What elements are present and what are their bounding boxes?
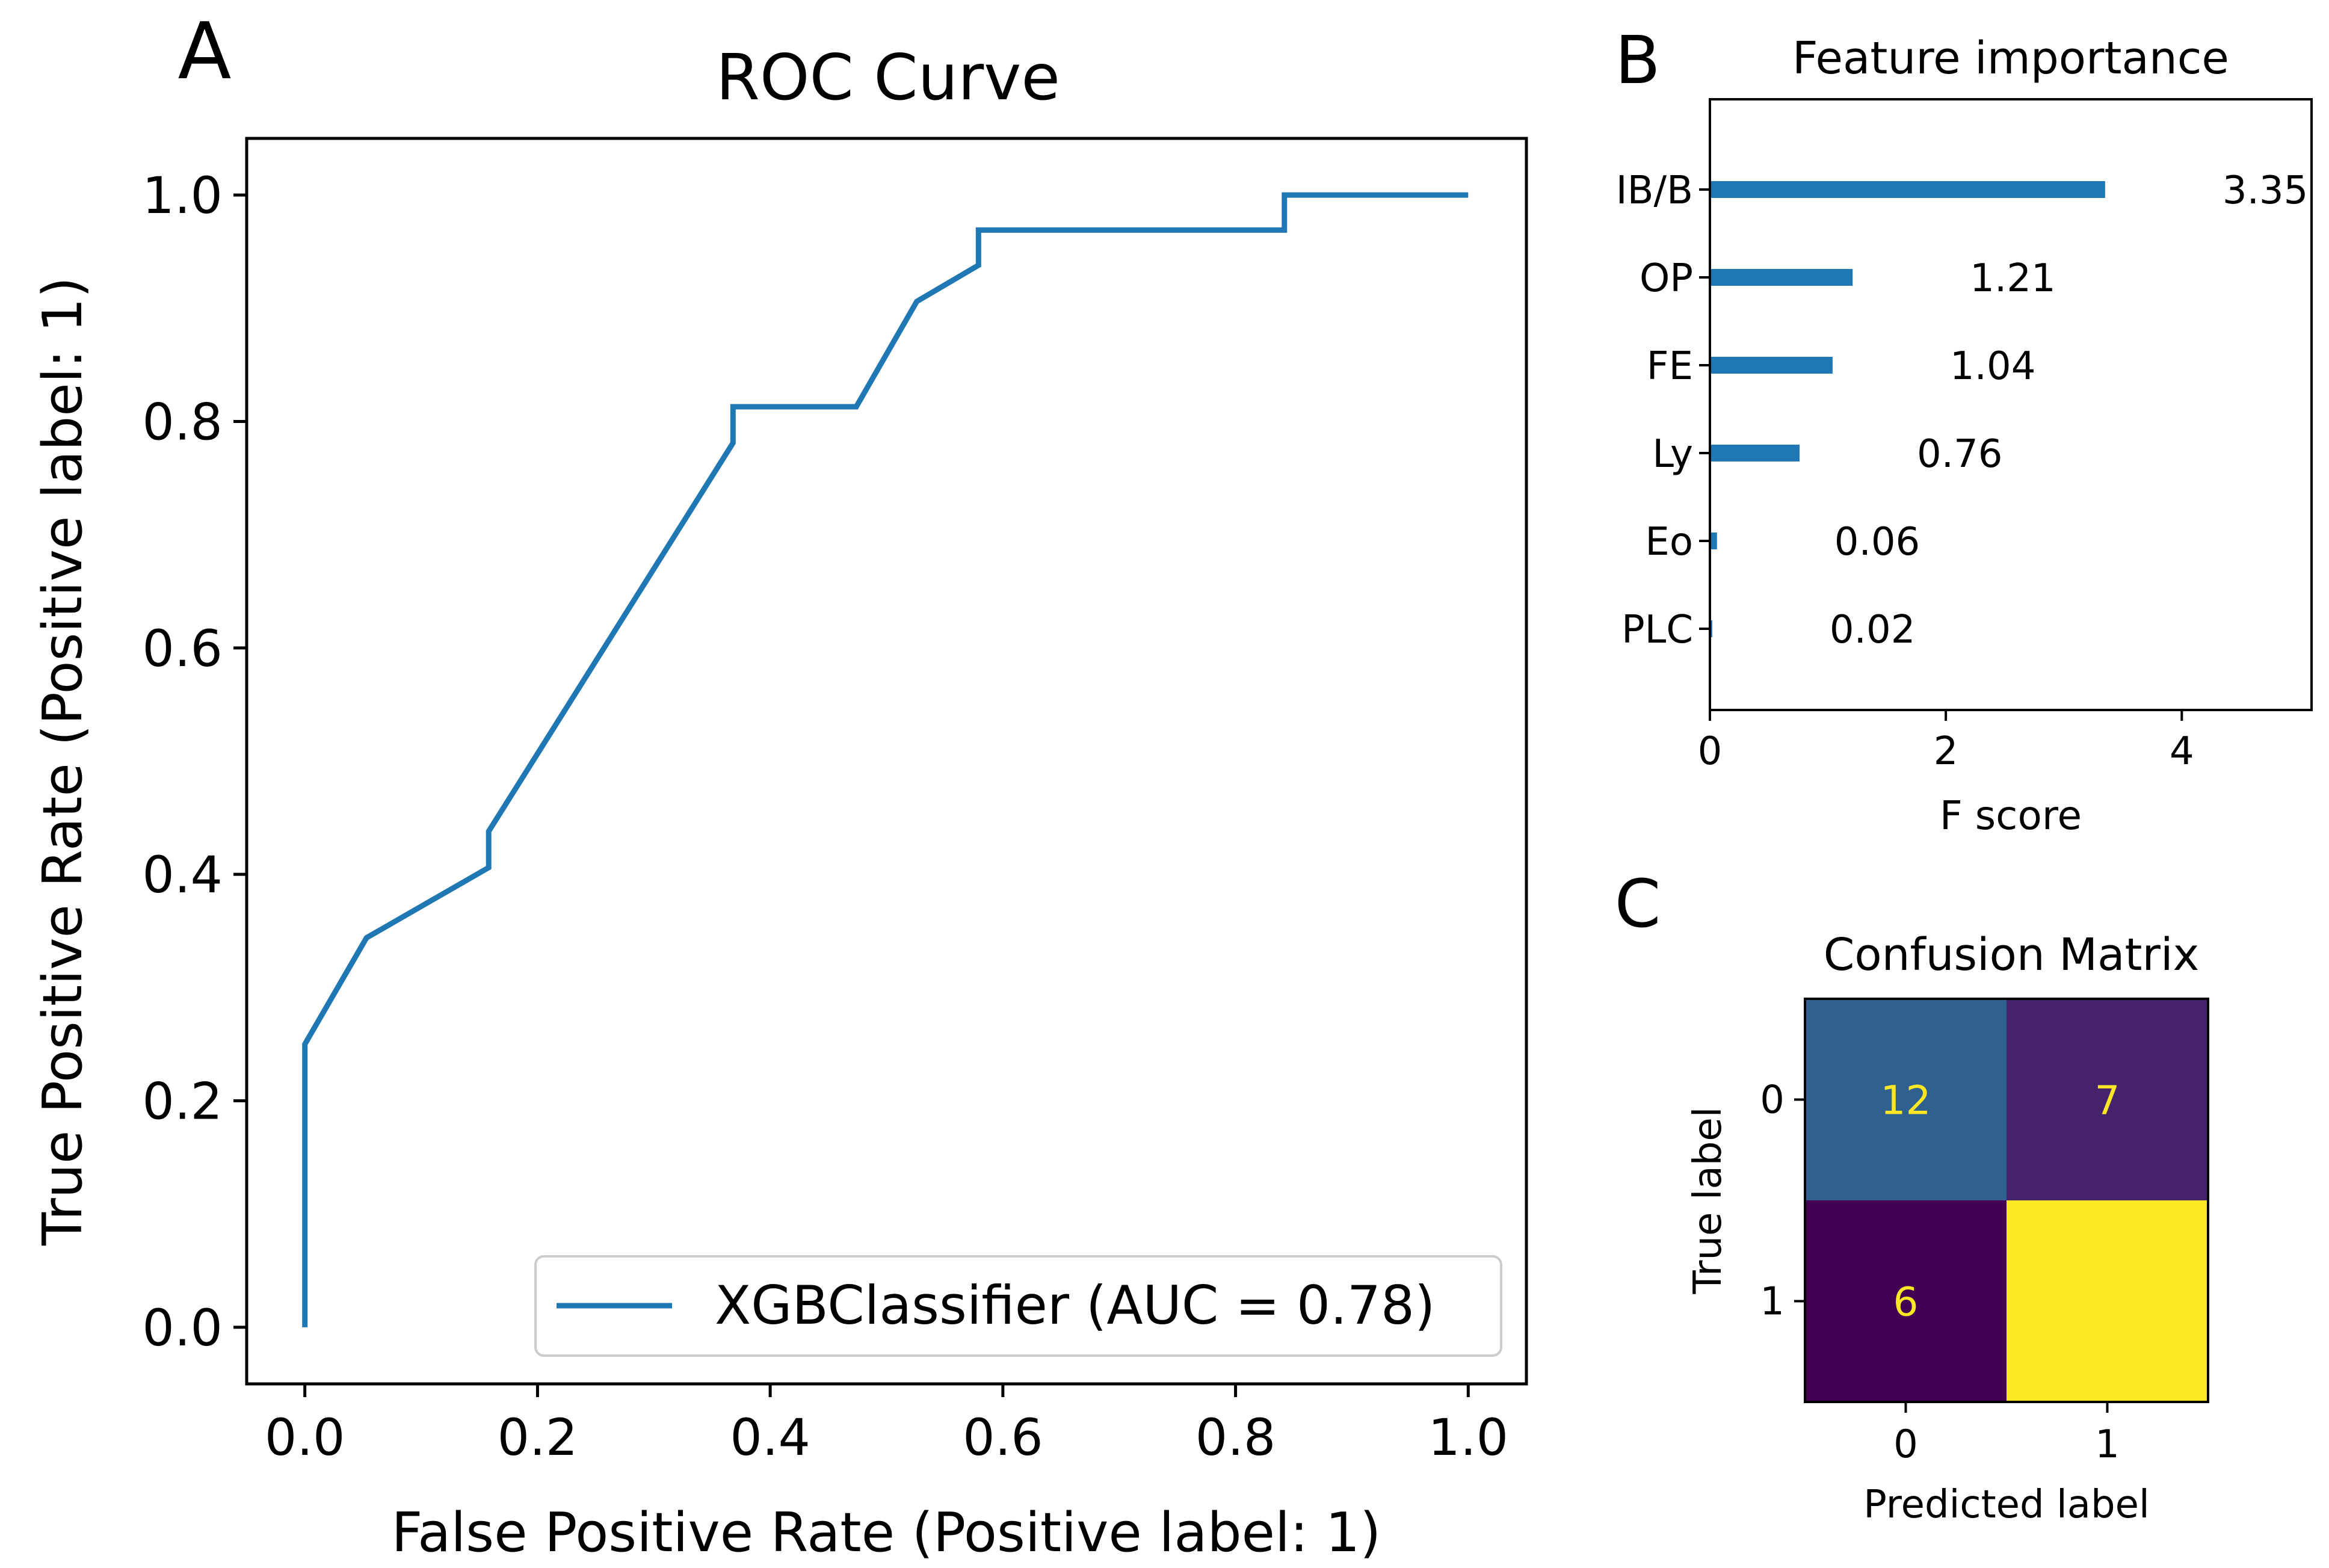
roc-y-tick-label: 0.8 bbox=[142, 392, 223, 451]
roc-x-tick-label: 0.4 bbox=[730, 1408, 810, 1467]
roc-legend-box bbox=[534, 1255, 1502, 1357]
fi-title: Feature importance bbox=[1792, 32, 2229, 84]
roc-x-tick-label: 0.0 bbox=[265, 1408, 345, 1467]
roc-title: ROC Curve bbox=[716, 41, 1060, 114]
fi-category-label: Ly bbox=[1652, 432, 1693, 477]
confusion-matrix-chart: Confusion Matrix 12 7 6 26 0 1 0 1 Predicted l… bbox=[1686, 929, 2209, 1527]
fi-bar bbox=[1710, 357, 1833, 374]
cm-cell-value: 26 bbox=[2082, 1279, 2133, 1326]
roc-y-tick-label: 0.2 bbox=[142, 1072, 223, 1131]
fi-x-ticks: 0 2 4 bbox=[1698, 710, 2194, 774]
fi-x-axis-label: F score bbox=[1940, 792, 2082, 839]
fi-category-label: IB/B bbox=[1616, 168, 1693, 213]
roc-legend: XGBClassifier (AUC = 0.78) bbox=[534, 1255, 1502, 1357]
fi-plot-frame bbox=[1709, 98, 2313, 711]
roc-y-axis-label: True Positive Rate (Positive label: 1) bbox=[31, 277, 94, 1246]
cm-ticks: 0 1 0 1 bbox=[1760, 1078, 2120, 1468]
roc-x-tick-label: 0.8 bbox=[1195, 1408, 1276, 1467]
roc-legend-text: XGBClassifier (AUC = 0.78) bbox=[715, 1274, 1435, 1336]
fi-category-labels: IB/B OP FE Ly Eo PLC bbox=[1616, 168, 1710, 652]
fi-value-label: 0.06 bbox=[1834, 520, 1920, 564]
fi-bar bbox=[1710, 445, 1800, 461]
cm-title: Confusion Matrix bbox=[1824, 929, 2200, 981]
fi-bar bbox=[1710, 532, 1717, 549]
cm-cell bbox=[1805, 1200, 2007, 1402]
fi-category-label: Eo bbox=[1645, 520, 1693, 564]
panel-label-c: C bbox=[1615, 865, 1661, 942]
fi-category-label: PLC bbox=[1621, 608, 1693, 652]
panel-label-b: B bbox=[1615, 22, 1660, 99]
cm-x-axis-label: Predicted label bbox=[1863, 1483, 2150, 1527]
fi-x-tick-label: 2 bbox=[1934, 729, 1958, 774]
fi-bar bbox=[1710, 181, 2105, 198]
roc-y-tick-label: 0.4 bbox=[142, 845, 223, 904]
fi-category-label: OP bbox=[1640, 256, 1693, 301]
fi-value-label: 0.02 bbox=[1830, 608, 1916, 652]
roc-y-tick-label: 0.0 bbox=[142, 1298, 223, 1357]
cm-y-axis-label: True label bbox=[1686, 1107, 1730, 1294]
roc-plot-frame bbox=[245, 137, 1528, 1386]
cm-cell bbox=[1805, 999, 2007, 1200]
roc-y-ticks: 0.0 0.2 0.4 0.6 0.8 1.0 bbox=[142, 166, 247, 1357]
cm-cell bbox=[2007, 1200, 2208, 1402]
roc-x-tick-label: 0.2 bbox=[498, 1408, 578, 1467]
fi-value-label: 1.21 bbox=[1970, 256, 2056, 301]
fi-value-label: 1.04 bbox=[1950, 344, 2036, 389]
cm-cell bbox=[2007, 999, 2208, 1200]
roc-x-axis-label: False Positive Rate (Positive label: 1) bbox=[392, 1501, 1381, 1564]
cm-cell-value: 6 bbox=[1893, 1279, 1919, 1326]
cm-row-label: 1 bbox=[1760, 1280, 1785, 1324]
cm-row-label: 0 bbox=[1760, 1078, 1785, 1123]
cm-frame bbox=[1804, 998, 2209, 1403]
roc-y-tick-label: 0.6 bbox=[142, 619, 223, 678]
cm-col-label: 0 bbox=[1893, 1422, 1918, 1467]
cm-col-label: 1 bbox=[2095, 1422, 2120, 1467]
roc-chart: ROC Curve 0.00.20.40.60.81.0 0.0 0.2 0.4 0.… bbox=[31, 41, 1528, 1564]
roc-x-tick-label: 1.0 bbox=[1428, 1408, 1509, 1467]
fi-value-label: 0.76 bbox=[1917, 432, 2003, 477]
feature-importance-chart: Feature importance 3.35 1.21 1.04 0.76 0.06 0… bbox=[1616, 32, 2313, 839]
fi-x-tick-label: 0 bbox=[1698, 729, 1723, 774]
cm-cell-value: 7 bbox=[2095, 1078, 2120, 1124]
cm-cells: 12 7 6 26 bbox=[1805, 999, 2208, 1402]
fi-bar bbox=[1710, 269, 1853, 286]
roc-curve-line bbox=[302, 192, 1469, 1327]
fi-bars: 3.35 1.21 1.04 0.76 0.06 0.02 bbox=[1710, 168, 2308, 652]
cm-cell-value: 12 bbox=[1881, 1078, 1931, 1124]
fi-x-tick-label: 4 bbox=[2170, 729, 2194, 774]
roc-x-tick-label: 0.6 bbox=[963, 1408, 1043, 1467]
roc-x-ticks: 0.0 0.2 0.4 0.6 0.8 1.0 bbox=[265, 1384, 1508, 1467]
roc-y-tick-label: 1.0 bbox=[142, 166, 223, 225]
fi-category-label: FE bbox=[1647, 344, 1693, 389]
fi-value-label: 3.35 bbox=[2223, 168, 2309, 213]
panel-label-a: A bbox=[178, 5, 232, 97]
